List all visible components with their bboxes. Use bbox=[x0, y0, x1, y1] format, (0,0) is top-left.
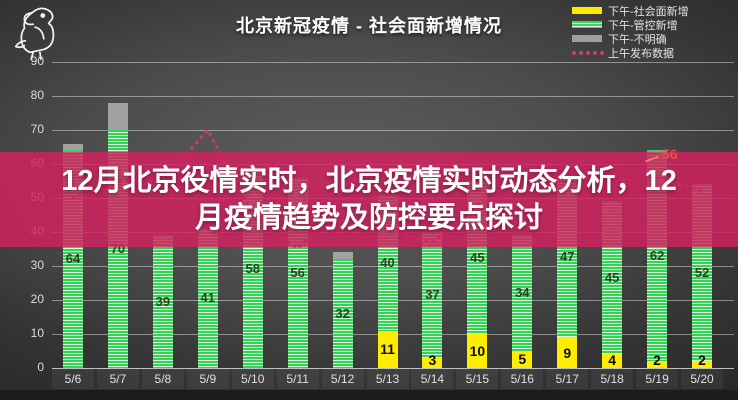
bar-segment-community bbox=[647, 361, 668, 368]
x-tick-label: 5/16 bbox=[501, 369, 544, 389]
bar-segment-community bbox=[377, 330, 398, 368]
bar-value-controlled: 45 bbox=[604, 269, 620, 285]
bar-segment-community bbox=[692, 361, 713, 368]
legend-label: 下午-社会面新增 bbox=[608, 5, 689, 18]
solid-yellow-swatch-icon bbox=[572, 7, 602, 14]
gridline-70 bbox=[52, 130, 734, 131]
legend: 下午-社会面新增 下午-管控新增 下午-不明确 上午发布数据 bbox=[572, 4, 732, 60]
legend-item: 下午-不明确 bbox=[572, 32, 732, 46]
y-tick-label: 10 bbox=[30, 326, 44, 340]
bar-value-controlled: 32 bbox=[335, 305, 350, 321]
bar-segment-unclear bbox=[332, 252, 353, 260]
bar-segment-unclear bbox=[107, 102, 128, 130]
y-tick-label: 70 bbox=[30, 122, 44, 136]
x-tick-label: 5/6 bbox=[52, 369, 94, 389]
bar-value-controlled: 56 bbox=[290, 264, 305, 280]
gridline-0 bbox=[52, 368, 734, 369]
bar-value-community: 5 bbox=[518, 351, 527, 368]
bar-value-controlled: 37 bbox=[425, 286, 440, 302]
bar-value-controlled: 40 bbox=[380, 254, 395, 270]
x-tick-label: 5/7 bbox=[96, 369, 139, 389]
y-tick-label: 0 bbox=[37, 360, 44, 374]
y-tick-label: 90 bbox=[30, 54, 44, 68]
bar-value-community: 4 bbox=[608, 351, 617, 368]
bar-value-controlled: 58 bbox=[245, 261, 260, 277]
bar-value-community: 3 bbox=[428, 352, 437, 368]
x-tick-label: 5/11 bbox=[276, 369, 319, 389]
x-tick-label: 5/19 bbox=[636, 369, 679, 389]
x-tick-label: 5/17 bbox=[546, 369, 589, 389]
bar-segment-community bbox=[422, 357, 443, 368]
x-tick-label: 5/10 bbox=[231, 369, 274, 389]
x-tick-label: 5/9 bbox=[186, 369, 229, 389]
legend-label: 上午发布数据 bbox=[608, 47, 674, 60]
gridline-90 bbox=[52, 62, 734, 63]
y-tick-label: 80 bbox=[30, 88, 44, 102]
bar-5/8: 39 bbox=[152, 235, 173, 368]
bar-value-controlled: 39 bbox=[155, 293, 171, 309]
bar-value-controlled: 47 bbox=[559, 249, 575, 265]
x-tick-label: 5/12 bbox=[321, 369, 364, 389]
bar-segment-community bbox=[512, 350, 533, 368]
x-tick-label: 5/15 bbox=[456, 369, 499, 389]
bar-segment-unclear bbox=[63, 143, 83, 151]
bar-value-community: 2 bbox=[653, 351, 661, 368]
page-title: 北京新冠疫情 - 社会面新增情况 bbox=[236, 16, 502, 36]
gridline-80 bbox=[52, 96, 734, 97]
x-tick-label: 5/20 bbox=[681, 369, 724, 389]
bar-5/9: 41 bbox=[197, 228, 218, 368]
bar-value-community: 11 bbox=[380, 341, 395, 358]
bar-5/12: 32 bbox=[332, 252, 353, 368]
headline-line-1: 12月北京役情实时，北京疫情实时动态分析，12 bbox=[61, 164, 677, 197]
x-tick-label: 5/13 bbox=[366, 369, 409, 389]
headline-overlay-band: 12月北京役情实时，北京疫情实时动态分析，12 月疫情趋势及防控要点探讨 bbox=[0, 152, 738, 247]
legend-item: 上午发布数据 bbox=[572, 46, 732, 60]
bar-value-controlled: 52 bbox=[694, 264, 710, 280]
legend-label: 下午-管控新增 bbox=[608, 19, 678, 32]
bar-segment-controlled bbox=[422, 232, 443, 358]
bar-value-community: 2 bbox=[698, 351, 706, 368]
bar-segment-controlled bbox=[197, 228, 218, 368]
bar-value-community: 10 bbox=[469, 343, 486, 359]
legend-label: 下午-不明确 bbox=[608, 33, 667, 46]
bar-segment-controlled bbox=[332, 259, 353, 368]
parrot-logo-icon bbox=[14, 7, 55, 60]
footer-strip bbox=[0, 390, 738, 400]
dotted-pink-swatch-icon bbox=[572, 50, 576, 55]
y-tick-label: 20 bbox=[30, 292, 44, 306]
bar-value-controlled: 45 bbox=[470, 249, 485, 265]
headline-line-2: 月疫情趋势及防控要点探讨 bbox=[194, 201, 543, 234]
bar-segment-controlled bbox=[152, 235, 173, 368]
bar-value-controlled: 62 bbox=[649, 247, 665, 263]
bar-value-community: 9 bbox=[563, 344, 572, 361]
striped-green-swatch-icon bbox=[572, 21, 602, 28]
bar-value-controlled: 64 bbox=[65, 251, 81, 267]
bar-segment-community bbox=[467, 334, 488, 368]
annotation-56-label: 56 bbox=[662, 146, 678, 162]
y-tick-label: 30 bbox=[30, 258, 44, 272]
bar-5/16: 34 5 bbox=[512, 235, 533, 368]
bar-5/14: 37 3 bbox=[422, 232, 443, 368]
x-tick-label: 5/14 bbox=[411, 369, 454, 389]
bar-segment-controlled bbox=[512, 235, 533, 351]
x-tick-label: 5/8 bbox=[141, 369, 184, 389]
bar-segment-community bbox=[602, 354, 623, 368]
solid-gray-swatch-icon bbox=[572, 35, 602, 42]
x-tick-label: 5/18 bbox=[591, 369, 634, 389]
bar-segment-community bbox=[557, 337, 578, 368]
legend-item: 下午-管控新增 bbox=[572, 18, 732, 32]
bar-value-controlled: 34 bbox=[515, 285, 530, 301]
bar-value-controlled: 41 bbox=[200, 290, 216, 306]
legend-item: 下午-社会面新增 bbox=[572, 4, 732, 18]
